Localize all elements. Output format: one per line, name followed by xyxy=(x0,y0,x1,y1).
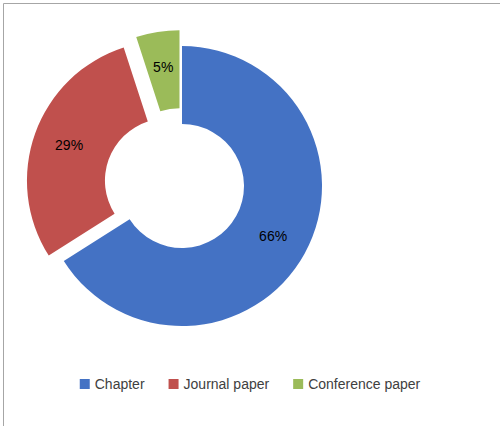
svg-text:29%: 29% xyxy=(55,137,83,153)
svg-text:66%: 66% xyxy=(259,228,287,244)
svg-text:Conference paper: Conference paper xyxy=(308,376,420,392)
svg-text:Chapter: Chapter xyxy=(95,376,145,392)
svg-text:5%: 5% xyxy=(153,59,173,75)
svg-text:Journal paper: Journal paper xyxy=(184,376,270,392)
